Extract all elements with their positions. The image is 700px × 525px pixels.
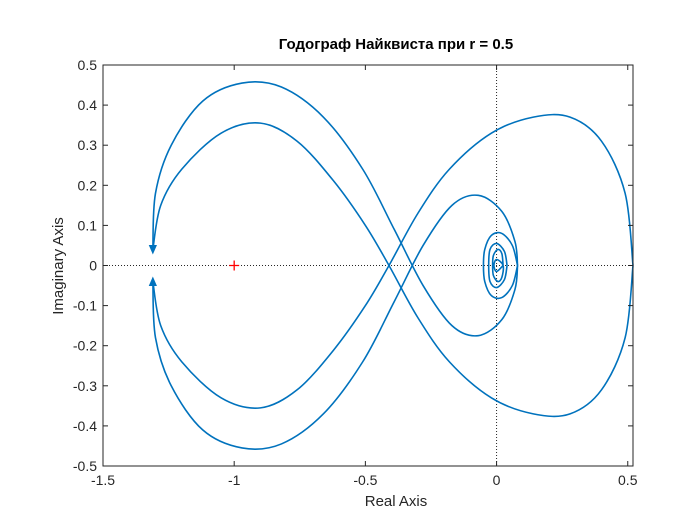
- y-tick-label: 0.4: [78, 97, 98, 113]
- y-tick-label: 0: [89, 258, 97, 274]
- nyquist-curve-segment-4: [152, 194, 519, 451]
- y-tick-label: 0.2: [78, 177, 98, 193]
- y-ticks: 0.5 0.4 0.3 0.2 0.1 0 -0.1 -0.2 -0.3 -0.4 -0.5: [73, 57, 633, 474]
- y-tick-label: -0.4: [73, 418, 97, 434]
- y-tick-label: -0.1: [73, 298, 97, 314]
- y-tick-label: -0.3: [73, 378, 97, 394]
- chart-title: Годограф Найквиста при r = 0.5: [279, 36, 513, 53]
- x-tick-label: 0: [493, 472, 501, 488]
- critical-point-group: [229, 260, 240, 271]
- y-axis-label: Imaginary Axis: [50, 217, 67, 315]
- x-tick-label: -1: [228, 472, 241, 488]
- x-tick-label: -0.5: [353, 472, 377, 488]
- direction-arrow-1: [148, 245, 157, 255]
- y-tick-label: 0.3: [78, 137, 98, 153]
- x-axis-label: Real Axis: [365, 493, 428, 510]
- x-tick-label: 0.5: [618, 472, 638, 488]
- y-tick-label: 0.1: [78, 217, 98, 233]
- direction-arrow-2: [148, 276, 157, 286]
- x-tick-label: -1.5: [91, 472, 115, 488]
- zero-reference-lines: [103, 65, 633, 466]
- critical-point-marker: [229, 260, 240, 271]
- nyquist-curve-segment-3: [152, 80, 519, 337]
- y-tick-label: -0.5: [73, 458, 97, 474]
- nyquist-curve-segment-5: [482, 231, 519, 300]
- y-tick-label: -0.2: [73, 338, 97, 354]
- nyquist-curve-segment-7: [491, 248, 505, 283]
- y-tick-label: 0.5: [78, 57, 98, 73]
- nyquist-curve-segment-2: [152, 122, 634, 418]
- series-group: [148, 80, 634, 451]
- x-ticks: -1.5 -1 -0.5 0 0.5: [91, 65, 638, 488]
- nyquist-curve-segment-6: [487, 242, 508, 289]
